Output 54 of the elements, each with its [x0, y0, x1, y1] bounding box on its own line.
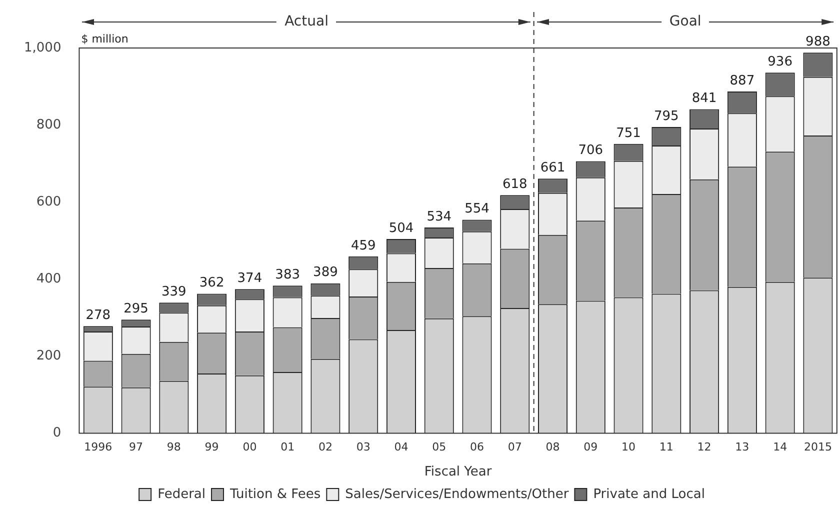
y-tick-label: 400	[36, 271, 62, 286]
x-tick-label: 07	[508, 440, 522, 454]
total-label: 936	[768, 54, 792, 70]
y-tick-label: 600	[36, 194, 62, 210]
total-label: 618	[502, 177, 528, 192]
x-tick-label: 03	[356, 440, 370, 454]
x-tick-label: 14	[773, 440, 788, 454]
total-label: 887	[730, 73, 755, 88]
x-tick-label: 13	[735, 440, 750, 454]
text: Actual	[284, 14, 328, 30]
total-label: 706	[578, 143, 604, 158]
x-tick-label: 99	[204, 440, 219, 454]
x-tick-label: 97	[129, 440, 144, 454]
total-label: 339	[162, 284, 186, 300]
total-label: 295	[124, 301, 148, 316]
x-tick-label: 04	[394, 440, 408, 454]
legend-label: Federal	[158, 486, 206, 502]
y-tick-label: 800	[36, 117, 62, 132]
x-tick-label: 01	[280, 440, 295, 454]
legend-label: Private and Local	[593, 486, 705, 502]
total-label: 374	[237, 271, 262, 286]
legend-label: Sales/Services/Endowments/Other	[345, 486, 570, 502]
y-axis-title: $ million	[81, 32, 128, 46]
x-tick-label: 00	[242, 440, 257, 454]
total-label: 841	[692, 91, 717, 106]
total-label: 534	[426, 209, 452, 224]
x-tick-label: 02	[318, 440, 332, 454]
x-tick-label: 08	[546, 440, 560, 454]
total-label: 751	[616, 126, 641, 141]
x-tick-label: 11	[659, 440, 674, 454]
x-tick-label: 12	[697, 440, 712, 454]
total-label: 278	[86, 308, 111, 323]
total-label: 554	[464, 202, 490, 217]
total-label: 795	[654, 108, 679, 124]
x-tick-label: 1996	[84, 440, 112, 454]
total-label: 389	[313, 265, 338, 280]
total-label: 661	[540, 160, 566, 176]
total-label: 988	[806, 34, 830, 50]
total-label: 459	[350, 238, 376, 254]
total-label: 383	[275, 268, 300, 283]
total-label: 362	[199, 276, 224, 291]
y-tick-label: 1,000	[24, 40, 62, 56]
text: Goal	[669, 14, 702, 30]
total-label: 504	[388, 220, 414, 236]
legend-label: Tuition & Fees	[229, 486, 321, 502]
x-tick-label: 98	[166, 440, 181, 454]
x-tick-label: 06	[470, 440, 484, 454]
x-tick-label: 10	[622, 440, 636, 454]
x-tick-label: 09	[584, 440, 598, 454]
y-tick-label: 0	[52, 426, 62, 441]
x-axis-title: Fiscal Year	[424, 464, 492, 480]
y-tick-label: 200	[36, 348, 62, 364]
x-tick-label: 2015	[804, 440, 832, 454]
x-tick-label: 05	[432, 440, 446, 454]
